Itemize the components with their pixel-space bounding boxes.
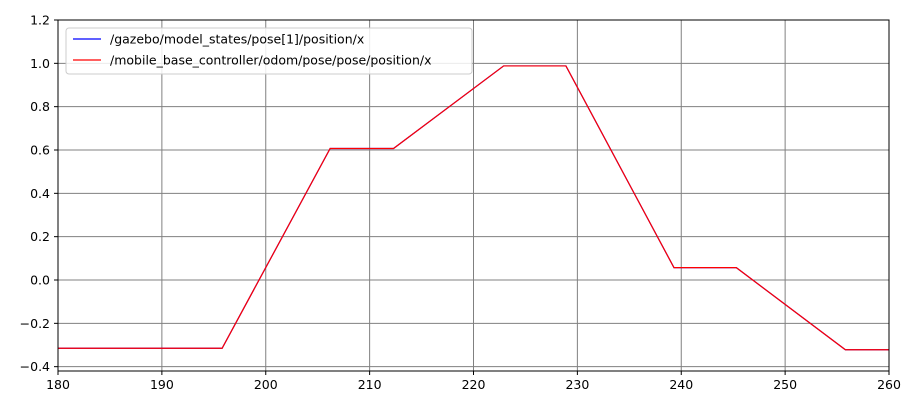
legend: /gazebo/model_states/pose[1]/position/x /…: [65, 27, 473, 75]
y-tick-label: 0.8: [30, 99, 50, 114]
grid: [58, 20, 889, 371]
x-tick-label: 220: [462, 377, 486, 392]
legend-label: /mobile_base_controller/odom/pose/pose/p…: [110, 53, 431, 68]
x-tick-label: 230: [565, 377, 589, 392]
legend-label: /gazebo/model_states/pose[1]/position/x: [110, 32, 364, 47]
y-tick-label: −0.4: [20, 359, 50, 374]
y-tick-label: 0.0: [30, 273, 50, 288]
legend-box: [65, 27, 473, 75]
y-tick-label: −0.2: [20, 316, 50, 331]
x-tick-label: 180: [46, 377, 70, 392]
y-tick-label: 0.6: [30, 143, 50, 158]
x-tick-label: 250: [773, 377, 797, 392]
y-tick-label: 0.4: [30, 186, 50, 201]
x-tick-label: 240: [669, 377, 693, 392]
x-tick-label: 210: [358, 377, 382, 392]
x-tick-label: 190: [150, 377, 174, 392]
x-tick-label: 200: [254, 377, 278, 392]
y-tick-label: 0.2: [30, 229, 50, 244]
y-tick-label: 1.2: [30, 13, 50, 28]
y-tick-label: 1.0: [30, 56, 50, 71]
series-line-odom: [58, 65, 889, 351]
series-lines: [58, 65, 889, 351]
axis-ticks: 180 190 200 210 220 230 240 250 260 −0.4 −0.2 0.0 0.…: [20, 13, 901, 393]
x-tick-label: 260: [877, 377, 901, 392]
